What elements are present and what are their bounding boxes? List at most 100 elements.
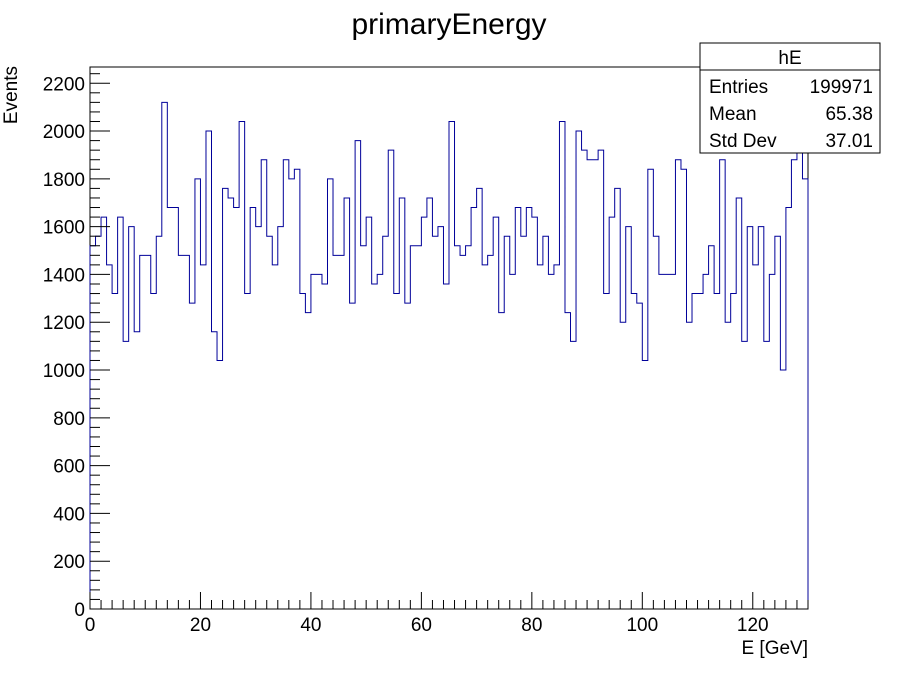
- histogram-bin: [228, 198, 234, 609]
- histogram-bin: [432, 236, 438, 609]
- histogram-bin: [145, 255, 151, 609]
- histogram-bin: [769, 274, 775, 609]
- histogram-bin: [477, 188, 483, 609]
- stats-box-frame: [699, 42, 881, 154]
- histogram-bin: [736, 198, 742, 609]
- histogram-bin: [742, 341, 748, 609]
- x-tick-label: 100: [626, 615, 658, 636]
- histogram-bin: [559, 121, 565, 609]
- histogram-bin: [637, 303, 643, 609]
- histogram-bin: [200, 265, 206, 609]
- histogram-bin: [333, 255, 339, 609]
- histogram-bin: [206, 131, 212, 609]
- histogram-bin: [582, 150, 588, 609]
- histogram-bin: [786, 208, 792, 609]
- histogram-bin: [123, 341, 129, 609]
- stats-box: hE Entries 199971 Mean 65.38 Std Dev 37.01: [699, 42, 881, 154]
- histogram-bin: [173, 208, 179, 609]
- x-tick-label: 120: [737, 615, 769, 636]
- histogram-bin: [537, 265, 543, 609]
- histogram-bin: [350, 303, 356, 609]
- histogram-bin: [294, 169, 300, 609]
- histogram-bin: [162, 102, 168, 609]
- histogram-bin: [653, 236, 659, 609]
- histogram-bin: [510, 274, 516, 609]
- histogram-bin: [107, 265, 113, 609]
- histogram-bin: [466, 246, 472, 609]
- histogram-step-line: [89, 101, 809, 609]
- histogram-bin: [692, 294, 698, 609]
- histogram-bin: [709, 246, 715, 609]
- y-axis-title: Events: [1, 66, 22, 124]
- histogram-bin: [140, 255, 146, 609]
- histogram-bin: [261, 160, 267, 609]
- y-tick-label: 1600: [43, 218, 85, 239]
- histogram-bin: [449, 121, 455, 609]
- stats-box-name: hE: [778, 48, 801, 69]
- histogram-bin: [151, 294, 157, 609]
- histogram-bin: [394, 294, 400, 609]
- histogram-bin: [504, 236, 510, 609]
- histogram-bin: [167, 208, 173, 609]
- histogram-bin: [620, 322, 626, 609]
- y-tick-label: 2000: [43, 122, 85, 143]
- histogram-bin: [543, 236, 549, 609]
- x-tick-label: 20: [190, 615, 211, 636]
- histogram-bin: [438, 227, 444, 609]
- histogram-bin: [245, 294, 251, 609]
- histogram-bin: [184, 255, 190, 609]
- histogram-bin: [134, 332, 140, 609]
- histogram-bin: [681, 169, 687, 609]
- histogram-bin: [217, 360, 223, 609]
- histogram-bin: [631, 294, 637, 609]
- histogram-series: [89, 101, 809, 609]
- histogram-bin: [703, 274, 709, 609]
- histogram-bin: [576, 131, 582, 609]
- histogram-bin: [289, 179, 295, 609]
- x-axis-title: E [GeV]: [741, 638, 808, 659]
- histogram-bin: [471, 208, 477, 609]
- histogram-bin: [305, 313, 311, 609]
- histogram-bin: [686, 322, 692, 609]
- chart-title: primaryEnergy: [351, 8, 546, 41]
- y-tick-label: 0: [74, 600, 85, 621]
- histogram-bin: [659, 274, 665, 609]
- histogram-bin: [129, 227, 135, 609]
- histogram-bin: [488, 255, 494, 609]
- histogram-bin: [764, 341, 770, 609]
- y-tick-label: 2200: [43, 74, 85, 95]
- histogram-bin: [283, 160, 289, 609]
- histogram-bin: [455, 246, 461, 609]
- histogram-bin: [399, 198, 405, 609]
- histogram-bin: [377, 274, 383, 609]
- histogram-bin: [421, 217, 427, 609]
- histogram-bin: [156, 236, 162, 609]
- histogram-bin: [587, 160, 593, 609]
- histogram-bin: [416, 246, 422, 609]
- histogram-bin: [626, 227, 632, 609]
- histogram-bin: [118, 217, 124, 609]
- histogram-bin: [802, 179, 808, 609]
- histogram-bin: [753, 265, 759, 609]
- y-tick-label: 200: [53, 552, 85, 573]
- histogram-bin: [664, 274, 670, 609]
- histogram-bin: [609, 217, 615, 609]
- stats-row-value: 199971: [810, 77, 873, 98]
- histogram-bin: [195, 179, 201, 609]
- histogram-bin: [460, 255, 466, 609]
- histogram-bin: [670, 274, 676, 609]
- stats-row-value: 37.01: [825, 131, 873, 152]
- y-tick-label: 1800: [43, 170, 85, 191]
- histogram-bin: [339, 255, 345, 609]
- histogram-bin: [300, 294, 306, 609]
- histogram-bin: [548, 274, 554, 609]
- histogram-bin: [593, 160, 599, 609]
- histogram-bin: [366, 217, 372, 609]
- histogram-bin: [327, 179, 333, 609]
- histogram-bin: [383, 236, 389, 609]
- histogram-bin: [178, 255, 184, 609]
- histogram-bin: [256, 227, 262, 609]
- y-tick-label: 1400: [43, 265, 85, 286]
- histogram-bin: [526, 208, 532, 609]
